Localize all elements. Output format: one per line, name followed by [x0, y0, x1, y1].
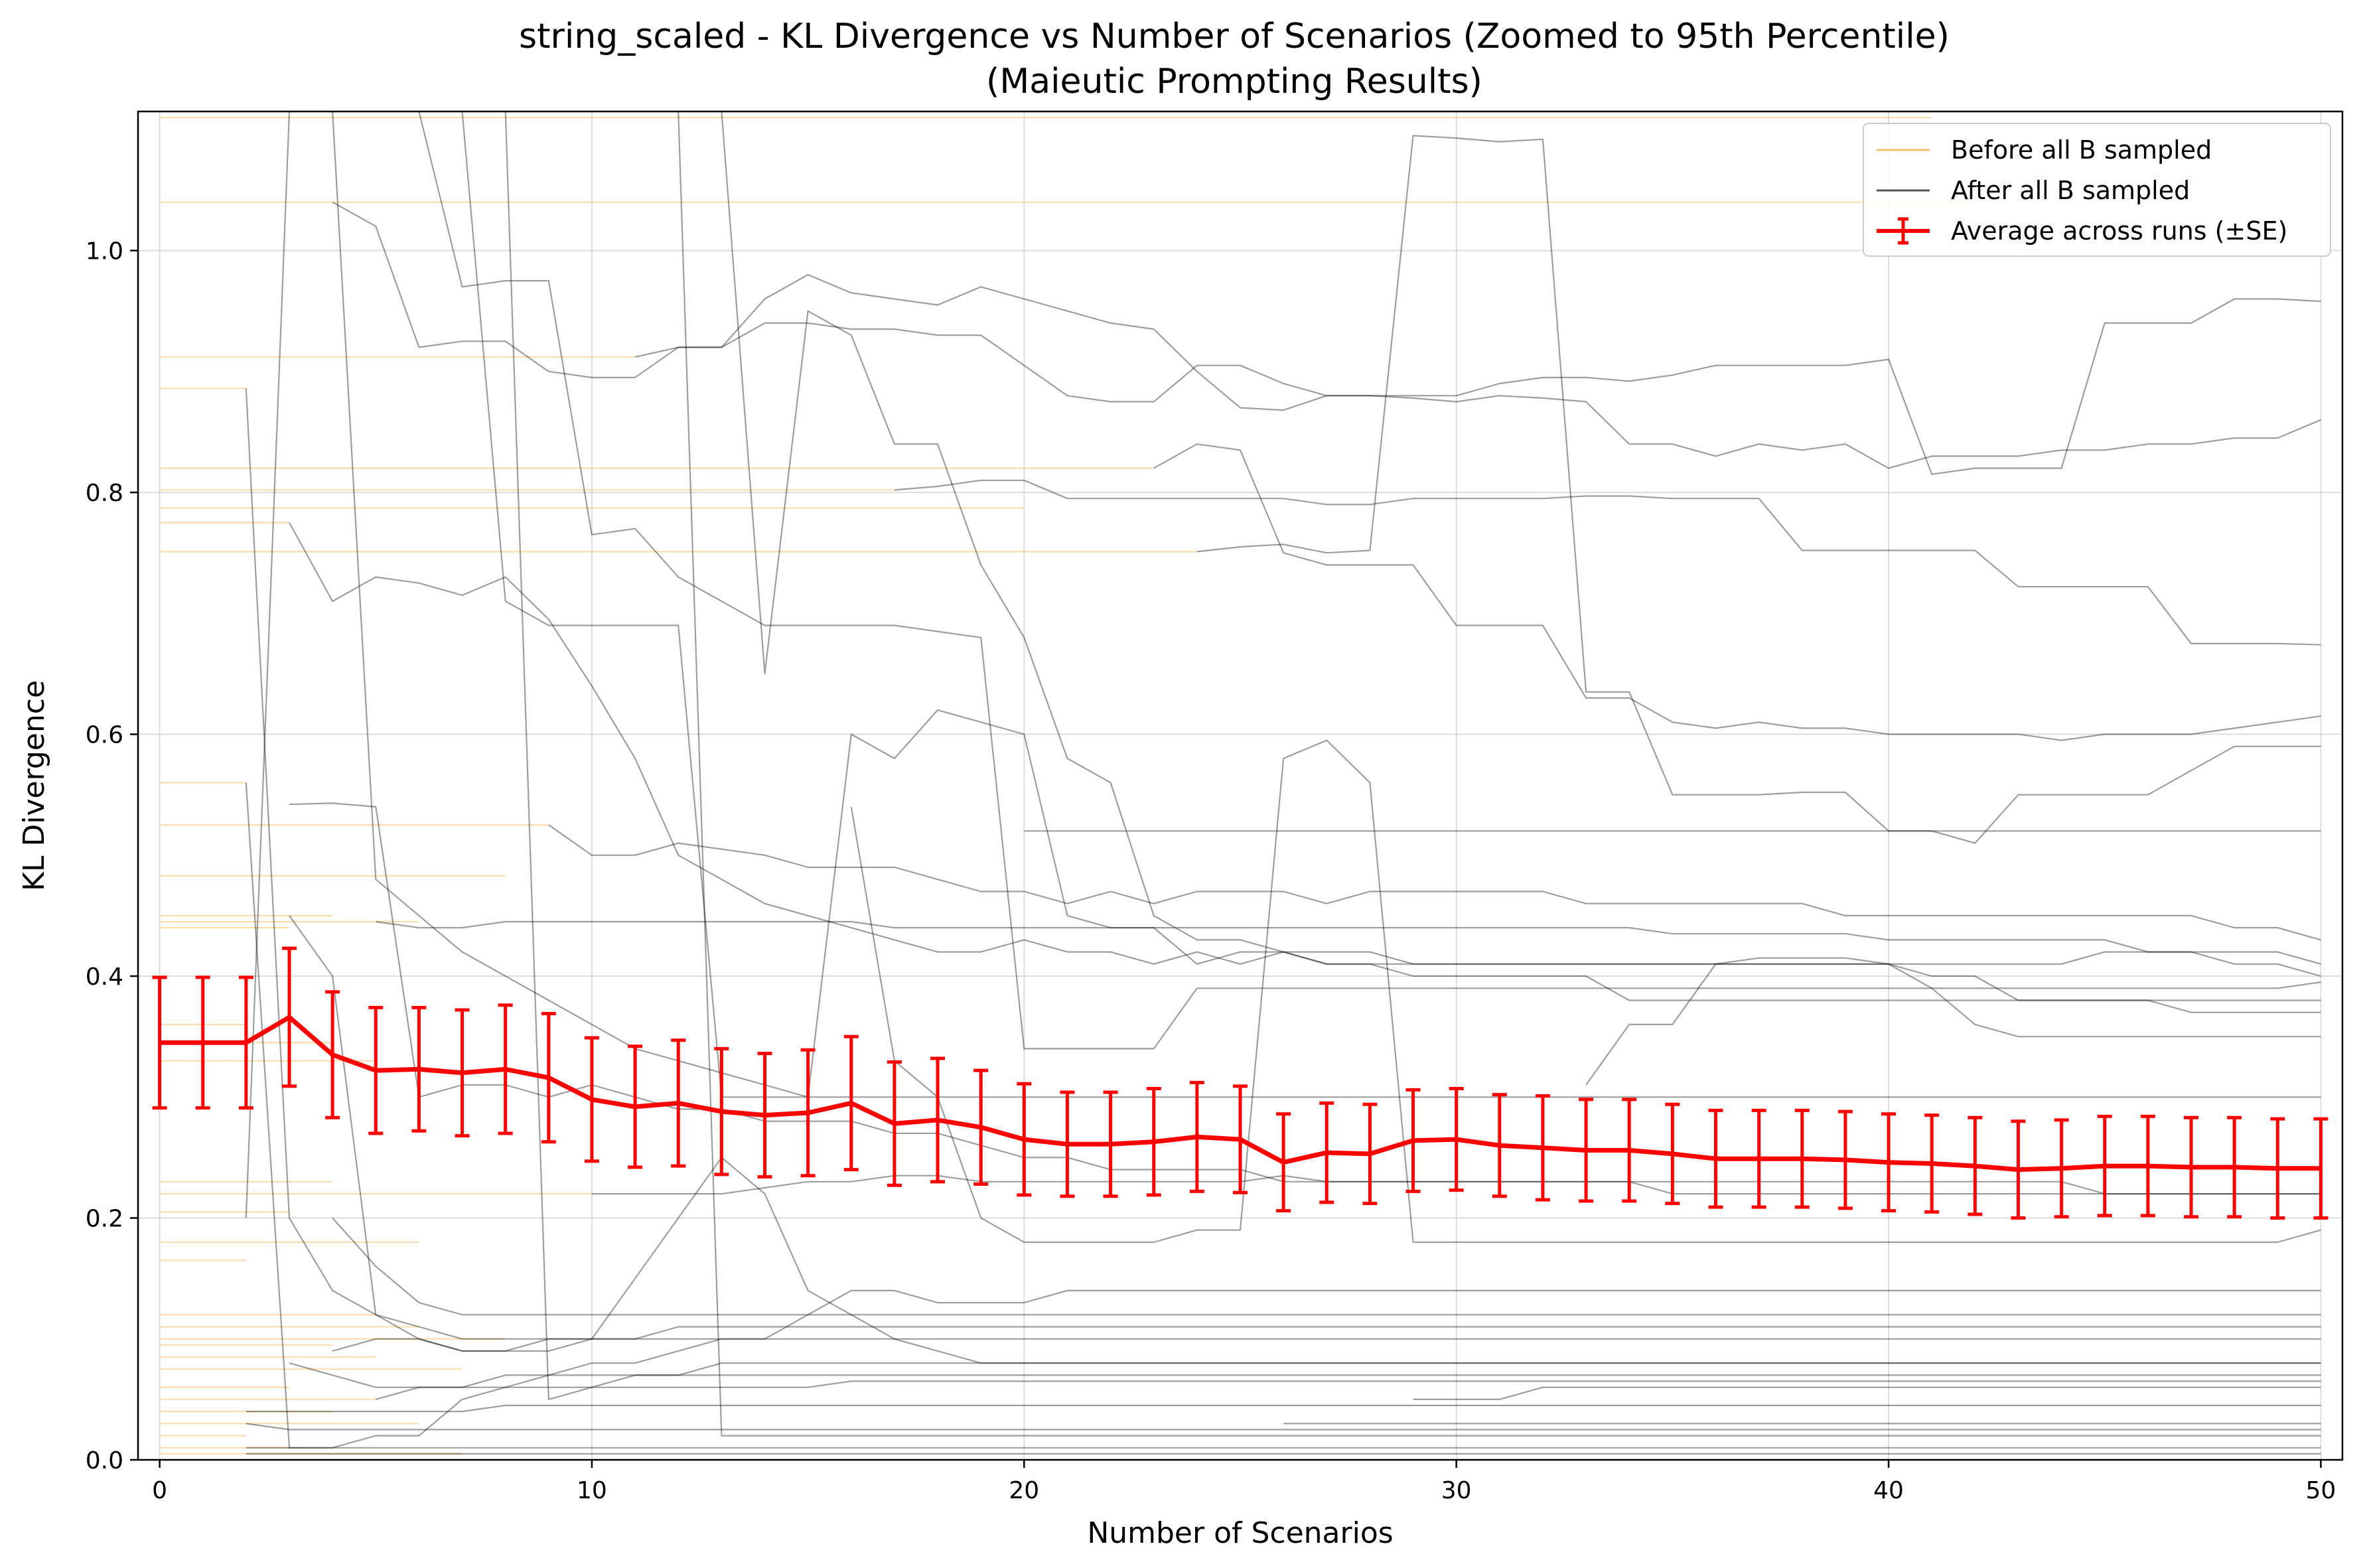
legend-box	[1863, 123, 2331, 257]
after-series-line	[376, 1380, 2321, 1400]
after-series-line	[289, 522, 2321, 977]
after-series-line	[1196, 135, 2321, 844]
after-series-line	[376, 920, 2321, 965]
x-tick-label: 50	[2306, 1477, 2336, 1504]
after-series-line	[418, 111, 2321, 1050]
after-series-line	[332, 1157, 2321, 1364]
x-tick-label: 20	[1009, 1477, 1039, 1504]
legend: Before all B sampled After all B sampled…	[1863, 123, 2331, 257]
plot-frame	[137, 110, 2344, 1461]
average-line	[159, 1015, 2321, 1173]
after-series-line	[332, 1217, 2321, 1316]
after-series-line	[245, 782, 2321, 1449]
after-series-line	[894, 479, 2321, 646]
after-series-line	[548, 824, 2321, 941]
after-series-line	[332, 201, 2321, 469]
y-axis-ticks: 0.0 0.2 0.4 0.6 0.8 1.0	[86, 238, 138, 1474]
x-axis-label: Number of Scenarios	[1087, 1516, 1393, 1550]
x-tick-label: 0	[152, 1477, 167, 1504]
y-tick-label: 0.8	[86, 480, 123, 507]
after-series-line	[850, 739, 2321, 1244]
after-series-line	[246, 1404, 2321, 1413]
y-tick-label: 0.4	[86, 963, 123, 991]
after-series-line	[245, 110, 2321, 1218]
y-tick-label: 1.0	[86, 238, 123, 265]
after-series-line	[721, 111, 2321, 1001]
chart-subtitle: (Maieutic Prompting Results)	[986, 62, 1482, 102]
after-series-line	[461, 111, 2321, 1098]
x-tick-label: 40	[1873, 1477, 1904, 1504]
after-series-line	[289, 802, 2321, 1195]
average-series	[152, 946, 2329, 1220]
after-series-line	[1585, 957, 2321, 1086]
after-series-line	[1153, 443, 2321, 741]
after-series-line	[504, 111, 2321, 1400]
x-tick-label: 10	[577, 1477, 607, 1504]
legend-label-average: Average across runs (±SE)	[1951, 216, 2287, 246]
before-series-lines	[159, 117, 1975, 1455]
after-series-line	[289, 1362, 2321, 1388]
after-series-line	[1413, 1386, 2321, 1400]
chart-title: string_scaled - KL Divergence vs Number …	[519, 17, 1950, 56]
after-series-line	[246, 1423, 2321, 1431]
after-series-line	[678, 111, 2321, 1437]
x-tick-label: 30	[1441, 1477, 1472, 1504]
after-series-line	[634, 298, 2321, 475]
legend-label-before: Before all B sampled	[1951, 135, 2212, 165]
after-series-lines	[245, 110, 2321, 1455]
after-series-line	[245, 388, 2321, 1340]
y-tick-label: 0.2	[86, 1206, 123, 1233]
legend-label-after: After all B sampled	[1951, 176, 2190, 205]
x-axis-ticks: 0 10 20 30 40 50	[152, 1460, 2336, 1504]
y-axis-label: KL Divergence	[17, 680, 51, 891]
after-series-line	[289, 915, 2321, 1352]
y-tick-label: 0.6	[86, 722, 123, 749]
y-tick-label: 0.0	[86, 1447, 123, 1474]
